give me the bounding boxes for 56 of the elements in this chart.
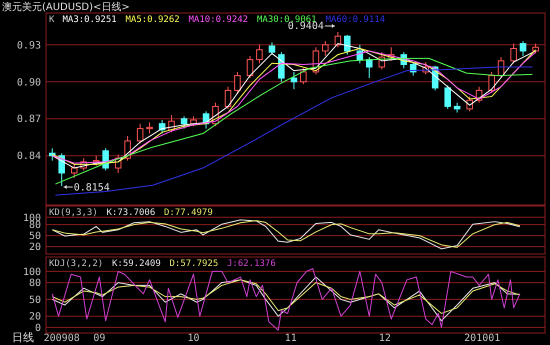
candlestick	[334, 31, 342, 48]
candlestick	[290, 71, 298, 90]
legend-title: KDJ(3,2,2)	[49, 259, 104, 269]
x-axis-title: 日线	[12, 331, 34, 344]
y-tick-label: 50	[28, 294, 41, 306]
y-tick-label: 0	[34, 322, 41, 334]
text: MA60:0.9114	[326, 15, 386, 25]
candlestick	[366, 56, 373, 79]
candlestick	[234, 71, 241, 95]
y-tick-label: 0.87	[16, 114, 41, 126]
annotation: 0.8154	[74, 182, 110, 194]
y-tick-label: 0.84	[16, 151, 41, 162]
candlestick	[256, 44, 263, 64]
candlestick	[268, 42, 276, 56]
line-series	[52, 276, 520, 322]
y-tick-label: 20	[28, 312, 41, 323]
x-tick-label: 10	[187, 333, 200, 344]
candlestick	[510, 43, 517, 64]
candlestick	[224, 86, 232, 110]
y-tick-label: 0.93	[16, 40, 41, 52]
text: MA5:0.9262	[126, 15, 180, 25]
series-label: K:73.7006	[106, 208, 156, 218]
candlestick	[322, 40, 329, 56]
candlestick	[246, 55, 254, 79]
series-label: J:62.1376	[227, 259, 276, 269]
series-label: D:77.4979	[164, 208, 213, 218]
series-label: K:59.2409	[112, 259, 161, 269]
candlestick	[344, 34, 351, 56]
y-tick-label: 50	[28, 231, 41, 242]
chart-title: 澳元美元(AUDUSD)<日线>	[2, 1, 130, 13]
text: MA10:0.9242	[188, 15, 248, 25]
y-tick-label: 80	[28, 278, 41, 290]
candlestick	[136, 123, 144, 144]
y-tick-label: 0.90	[16, 77, 41, 88]
x-tick-label: 11	[284, 333, 297, 344]
legend-title: K	[49, 15, 55, 25]
y-tick-label: 100	[22, 266, 41, 278]
series-label: D:57.7925	[170, 259, 218, 269]
line-series	[52, 279, 520, 314]
line-series	[52, 268, 520, 331]
candlestick	[454, 102, 460, 114]
text: MA3:0.9251	[62, 15, 117, 25]
y-tick-label: 20	[28, 242, 41, 254]
candlestick	[520, 40, 526, 56]
candlestick	[300, 68, 307, 85]
candlestick	[70, 164, 78, 178]
x-tick-label: 12	[378, 333, 391, 344]
candlestick	[180, 116, 188, 130]
x-tick-label: 09	[93, 333, 106, 344]
candlestick	[146, 122, 153, 134]
candlestick	[444, 84, 451, 110]
legend-title: KD(9,3,3)	[49, 208, 98, 218]
candlestick	[190, 116, 197, 127]
x-tick-label: 200908	[44, 333, 80, 344]
x-tick-label: 201001	[464, 333, 500, 344]
y-tick-label: 80	[28, 220, 41, 232]
